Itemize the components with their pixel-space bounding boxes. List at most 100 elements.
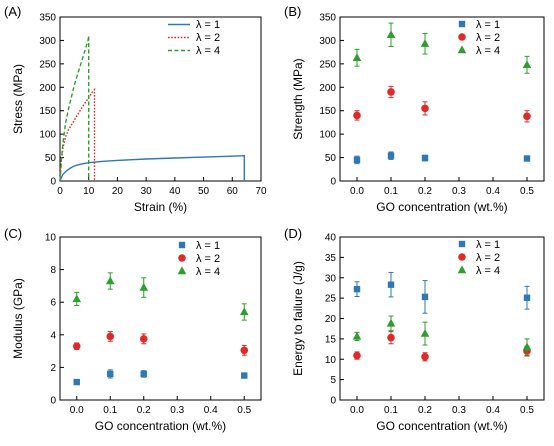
panel-c: (C) 0 2 4 6 8 10 0.0 0.1 0.2 0.3 0.4 0.5 GO concentra… [4,226,262,433]
data-point [386,318,396,327]
y-tick-label: 0 [50,177,56,188]
data-point [421,353,429,361]
x-tick-label: 0 [57,186,63,197]
data-point [387,88,395,96]
legend-marker [457,265,467,274]
series-line [59,87,96,182]
y-axis-label: Strength (MPa) [291,58,305,139]
data-point [421,154,429,162]
series-l1 [353,271,531,314]
y-tick-label: 5 [330,375,336,386]
x-tick-label: 0.3 [452,186,466,197]
x-tick-label: 0.0 [70,405,84,416]
y-tick-label: 10 [325,355,337,366]
y-tick-label: 100 [319,130,336,141]
series-l2 [72,331,249,356]
series-line [59,154,246,182]
legend-label: λ = 1 [476,19,500,31]
x-tick-label: 0.1 [103,405,117,416]
legend-label: λ = 1 [476,239,500,251]
y-tick-label: 0 [330,177,336,188]
legend-marker [177,266,187,275]
legend-entry: λ = 1 [458,239,500,251]
legend-entry: λ = 2 [168,32,220,44]
y-tick-label: 100 [39,130,56,141]
data-point [522,60,532,68]
y-tick-label: 50 [45,153,57,164]
legend-entry: λ = 1 [168,19,220,31]
x-tick-label: 0.4 [486,405,500,416]
x-tick-label: 0.4 [486,186,500,197]
y-tick-label: 10 [45,233,57,244]
data-point [387,152,395,159]
y-tick-label: 250 [39,59,56,70]
series-line [59,35,90,182]
data-point [523,112,531,121]
y-tick-label: 200 [319,83,336,94]
data-point [72,342,81,351]
x-tick-label: 20 [112,186,124,197]
legend-marker [458,33,466,41]
plot-frame [339,16,545,182]
data-point [139,282,149,291]
data-point [106,332,115,341]
data-point [353,285,361,293]
data-point [522,342,532,351]
data-point [353,156,361,164]
x-tick-label: 50 [198,186,210,197]
y-tick-label: 20 [325,314,337,325]
x-axis-label: GO concentration (wt.%) [376,200,507,214]
x-axis-label: GO concentration (wt.%) [95,419,226,433]
data-point [421,104,429,113]
legend-entry: λ = 1 [178,240,220,252]
y-tick-label: 15 [325,334,337,345]
x-tick-label: 10 [83,186,95,197]
legend-label: λ = 4 [196,45,220,57]
data-point [420,39,430,47]
y-tick-label: 200 [39,83,56,94]
y-tick-label: 2 [50,363,56,374]
legend-label: λ = 2 [196,253,220,265]
data-point [387,333,395,342]
panel-a: (A) 0 50 100 150 200 250 300 350 0 10 20 30 40 50 60 70 S… [4,4,267,214]
legend-marker [458,240,466,248]
legend-entry: λ = 4 [168,45,220,57]
series-l2 [59,87,96,182]
x-tick-label: 0.0 [350,186,364,197]
legend-marker [457,45,467,54]
panel-label: (B) [284,4,301,19]
legend-label: λ = 2 [196,32,220,44]
y-tick-label: 0 [50,396,56,407]
legend-entry: λ = 4 [457,265,500,277]
data-point [105,276,115,285]
plot-frame [339,236,545,401]
y-tick-label: 40 [325,233,337,244]
y-tick-label: 4 [50,330,56,341]
series-l4 [72,272,249,321]
legend-marker [178,241,186,249]
panel-label: (C) [4,226,22,241]
panel-label: (D) [284,226,302,241]
legend-marker [458,253,466,261]
y-tick-label: 35 [325,253,337,264]
legend-entry: λ = 2 [458,32,500,44]
y-tick-label: 250 [319,59,336,70]
legend-entry: λ = 1 [458,19,500,31]
legend-marker [458,20,466,28]
legend-label: λ = 1 [196,19,220,31]
panel-d: (D) 0 5 10 15 20 25 30 35 40 0.0 0.1 0.2 0.3 0.4 0.5 GO … [284,226,545,433]
legend-marker [178,254,186,262]
legend-label: λ = 2 [476,32,500,44]
series-l4 [352,22,532,74]
y-axis-label: Energy to failure (J/g) [291,261,305,376]
data-point [353,111,361,120]
data-point [140,370,147,378]
series-l2 [353,85,531,123]
y-tick-label: 150 [39,106,56,117]
plot-frame [59,236,262,401]
y-tick-label: 300 [319,36,336,47]
x-axis-label: Strain (%) [134,200,187,214]
series-l4 [352,315,532,356]
y-tick-label: 0 [330,396,336,407]
